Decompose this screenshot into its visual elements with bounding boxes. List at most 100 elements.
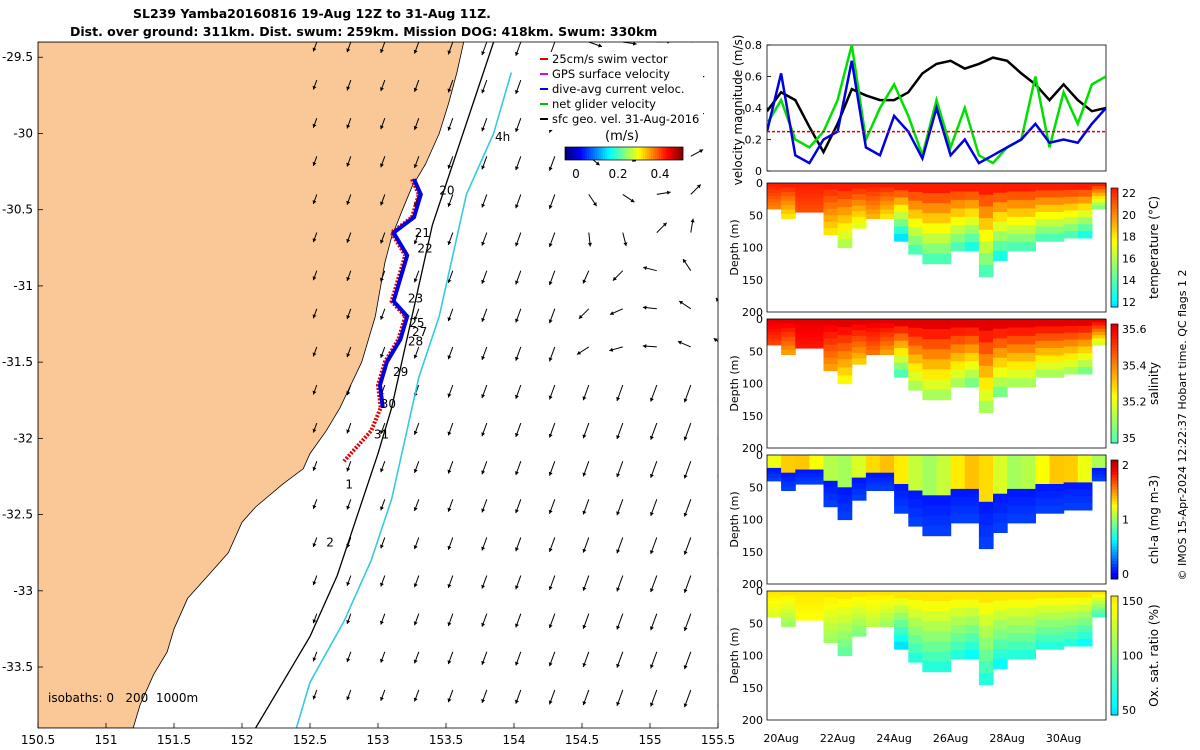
track-label: 31 [374, 427, 389, 441]
section-cell [936, 183, 952, 194]
section-colorbar-swatch [1111, 643, 1118, 648]
velocity-arrowhead [413, 49, 418, 54]
section-cell [936, 203, 952, 214]
section-cell [978, 490, 994, 503]
velocity-arrowhead [346, 86, 351, 91]
section-cell [908, 591, 923, 601]
section-cell [1021, 463, 1036, 473]
lat-tick-label: -33.5 [2, 660, 33, 674]
section-cell [1063, 353, 1079, 361]
velocity-arrowhead [548, 624, 553, 629]
section-cell [781, 205, 796, 211]
section-cell [964, 191, 980, 201]
section-colorbar-swatch [1111, 226, 1118, 231]
section-colorbar-swatch [1111, 253, 1118, 257]
section-cell [795, 190, 810, 195]
section-cell [781, 327, 796, 333]
section-colorbar-tick: 2 [1122, 459, 1129, 472]
section-cell [865, 468, 881, 474]
section-cell [950, 225, 966, 235]
velocity-arrowhead [346, 620, 351, 624]
section-colorbar-tick: 150 [1122, 595, 1143, 608]
section-cell [1063, 360, 1079, 368]
section-colorbar-swatch [1111, 655, 1118, 659]
section-cell [1077, 217, 1093, 225]
velocity-arrowhead [312, 276, 317, 281]
velocity-arrowhead [312, 390, 317, 395]
section-cell [1007, 378, 1022, 388]
section-cell [978, 253, 994, 266]
section-cell [908, 319, 923, 329]
track-label: 25 [409, 316, 424, 330]
section-cell [767, 319, 782, 323]
section-cell [851, 358, 867, 365]
section-cell [880, 323, 895, 329]
section-cell [767, 455, 782, 459]
velocity-arrowhead [346, 48, 351, 53]
section-cell [837, 199, 853, 208]
section-cell [1077, 189, 1093, 198]
section-cell [795, 458, 810, 463]
section-colorbar-swatch [1111, 679, 1118, 683]
velocity-arrowhead [447, 202, 452, 207]
section-cell [781, 617, 796, 623]
section-cell [795, 204, 810, 209]
lat-tick-label: -32.5 [2, 508, 33, 522]
surface-velocity-vectors [312, 42, 718, 728]
section-cell [993, 192, 1008, 203]
section-colorbar-swatch [1111, 646, 1118, 651]
section-cell [894, 598, 909, 607]
depth-tick-label: 100 [742, 378, 763, 391]
velocity-arrowhead [582, 472, 587, 477]
section-cell [964, 497, 980, 507]
section-cell [964, 216, 980, 226]
section-cell [1063, 461, 1079, 470]
section-cell [1063, 455, 1079, 463]
legend-label: GPS surface velocity [552, 67, 670, 81]
velocity-arrowhead [632, 42, 637, 46]
section-frame [766, 318, 1107, 449]
section-cell [865, 463, 881, 469]
velocity-arrowhead [312, 352, 317, 357]
section-cell [1035, 333, 1051, 342]
section-colorbar-swatch [1111, 401, 1118, 405]
section-colorbar-swatch [1111, 652, 1118, 656]
velocity-arrowhead [548, 586, 553, 590]
section-cell [781, 209, 796, 215]
velocity-arrowhead [515, 623, 519, 628]
colorbar-swatch [681, 147, 684, 160]
section-cell [781, 319, 796, 324]
depth-tick-label: 0 [756, 585, 763, 598]
section-cell [795, 462, 810, 467]
section-colorbar-swatch [1111, 691, 1118, 695]
velocity-panel: 0 0.2 0.4 0.6 0.8 velocity magnitude (m/s) [731, 35, 1107, 185]
section-colorbar-swatch [1111, 425, 1118, 429]
section-cell [837, 223, 853, 232]
section-cell [781, 455, 796, 460]
section-cell [922, 319, 938, 330]
section-cell [1007, 633, 1022, 643]
section-colorbar-swatch [1111, 498, 1118, 503]
section-cell [1021, 378, 1036, 388]
section-cell [978, 218, 994, 231]
section-cell [781, 183, 796, 188]
velocity-arrow [622, 727, 623, 728]
section-cell [865, 599, 881, 605]
section-cell [1091, 199, 1107, 203]
section-cell [1077, 639, 1093, 647]
section-cell [880, 336, 895, 342]
velocity-arrowhead [582, 279, 587, 284]
section-colorbar-swatch [1111, 298, 1118, 302]
section-cell [1091, 474, 1107, 479]
section-cell [767, 325, 782, 330]
section-cell [865, 591, 881, 596]
section-colorbar-swatch [1111, 329, 1118, 334]
isobaths-label: isobaths: 0 200 1000m [48, 691, 198, 705]
track-label: 4h [495, 130, 510, 144]
velocity-arrowhead [715, 297, 718, 302]
section-colorbar-swatch [1111, 640, 1118, 645]
velocity-arrow [717, 402, 718, 403]
section-colorbar-swatch [1111, 537, 1118, 541]
section-cell [795, 598, 810, 603]
section-cell [894, 627, 909, 636]
